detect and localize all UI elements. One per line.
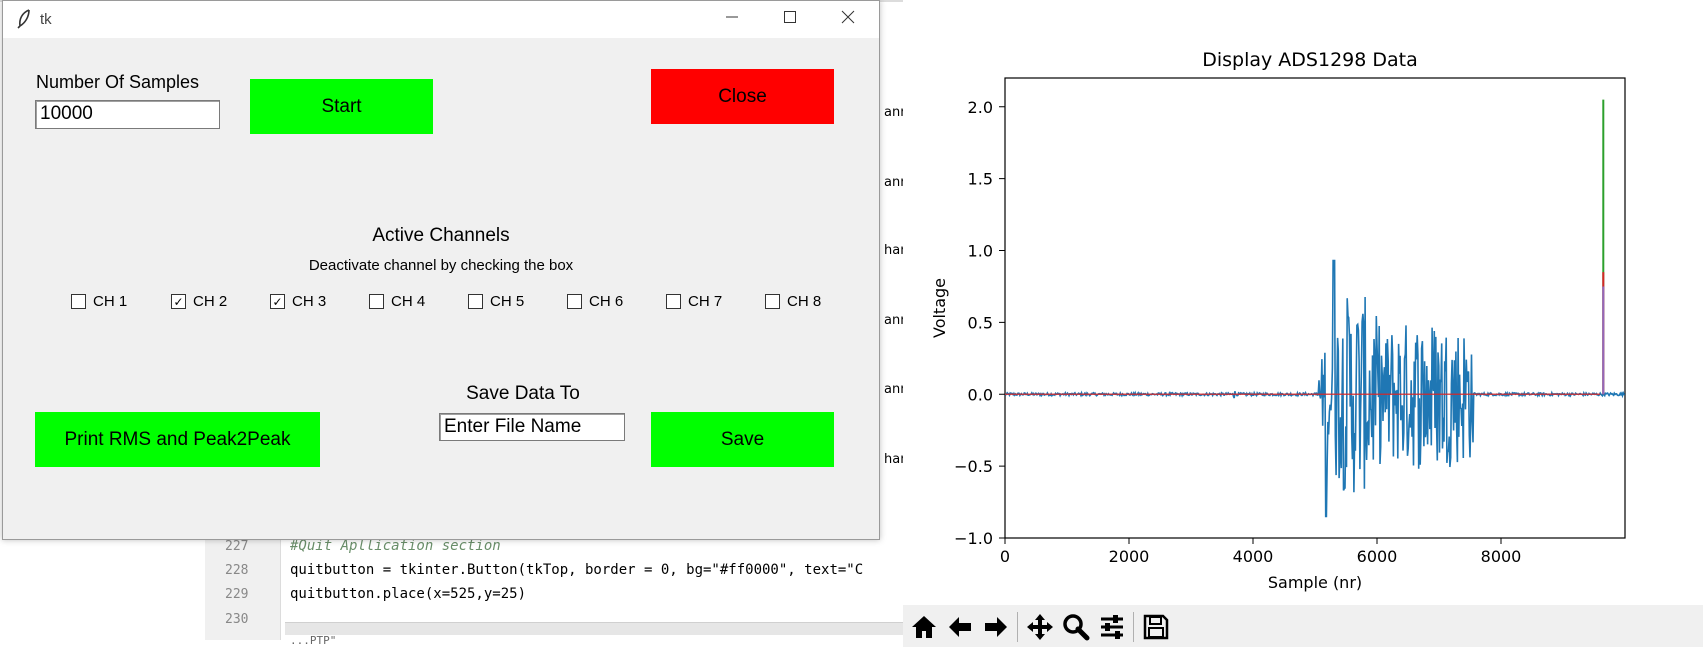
channel-label: CH 4 bbox=[391, 293, 426, 310]
checkbox-box[interactable] bbox=[369, 294, 384, 309]
code-line[interactable]: quitbutton.place(x=525,y=25) bbox=[290, 586, 527, 602]
y-axis-ticks: −1.0 −0.5 0.0 0.5 1.0 1.5 2.0 bbox=[954, 98, 1005, 548]
figure-toolbar bbox=[903, 605, 1703, 647]
channel-checkbox-ch7[interactable]: CH 7 bbox=[666, 293, 722, 310]
y-tick-label: 0.0 bbox=[968, 385, 993, 404]
chart-svg: Display ADS1298 Data 0 2000 4000 6000 8000 −… bbox=[930, 49, 1626, 592]
checkbox-box[interactable]: ✓ bbox=[270, 294, 285, 309]
chart-title: Display ADS1298 Data bbox=[1202, 49, 1418, 71]
editor-footer-fragment: ...PTP" bbox=[290, 634, 337, 647]
checkbox-box[interactable] bbox=[666, 294, 681, 309]
window-titlebar[interactable]: tk bbox=[3, 1, 879, 38]
checkbox-box[interactable] bbox=[71, 294, 86, 309]
back-arrow-icon[interactable] bbox=[943, 611, 977, 643]
channel-checkbox-ch8[interactable]: CH 8 bbox=[765, 293, 821, 310]
channel-checkbox-ch6[interactable]: CH 6 bbox=[567, 293, 623, 310]
pan-icon[interactable] bbox=[1023, 611, 1057, 643]
save-icon[interactable] bbox=[1139, 611, 1173, 643]
line-number: 228 bbox=[225, 563, 249, 578]
checkbox-box[interactable]: ✓ bbox=[171, 294, 186, 309]
x-tick-label: 0 bbox=[1000, 547, 1010, 566]
checkbox-box[interactable] bbox=[765, 294, 780, 309]
line-number: 227 bbox=[225, 539, 249, 554]
x-axis-ticks: 0 2000 4000 6000 8000 bbox=[1000, 538, 1521, 566]
home-icon[interactable] bbox=[907, 611, 941, 643]
channel-label: CH 1 bbox=[93, 293, 128, 310]
x-axis-label: Sample (nr) bbox=[1268, 573, 1362, 592]
active-channels-title: Active Channels bbox=[372, 225, 510, 246]
close-icon bbox=[841, 10, 855, 29]
line-number: 230 bbox=[225, 612, 249, 627]
channel-label: CH 2 bbox=[193, 293, 228, 310]
editor-horizontal-scrollbar[interactable] bbox=[285, 622, 905, 635]
x-tick-label: 8000 bbox=[1481, 547, 1522, 566]
toolbar-separator bbox=[1133, 612, 1134, 642]
toolbar-separator bbox=[1017, 612, 1018, 642]
samples-label: Number Of Samples bbox=[36, 72, 200, 92]
channel-label: CH 5 bbox=[490, 293, 525, 310]
save-button[interactable]: Save bbox=[651, 412, 834, 467]
plot-figure: Display ADS1298 Data 0 2000 4000 6000 8000 −… bbox=[903, 0, 1703, 605]
code-line[interactable]: quitbutton = tkinter.Button(tkTop, borde… bbox=[290, 562, 864, 578]
line-number: 229 bbox=[225, 587, 249, 602]
line-number-gutter bbox=[205, 530, 281, 640]
zoom-icon[interactable] bbox=[1059, 611, 1093, 643]
samples-input[interactable]: 10000 bbox=[35, 100, 220, 129]
y-tick-label: 1.5 bbox=[968, 170, 993, 189]
x-tick-label: 6000 bbox=[1357, 547, 1398, 566]
configure-icon[interactable] bbox=[1095, 611, 1129, 643]
channel-label: CH 6 bbox=[589, 293, 624, 310]
maximize-icon bbox=[783, 10, 797, 29]
filename-input[interactable]: Enter File Name bbox=[439, 413, 625, 441]
y-tick-label: −1.0 bbox=[954, 529, 993, 548]
channel-checkbox-ch2[interactable]: ✓ CH 2 bbox=[171, 293, 227, 310]
code-line[interactable]: #Quit Apllication section bbox=[290, 538, 501, 554]
channel-label: CH 8 bbox=[787, 293, 822, 310]
minimize-icon bbox=[725, 10, 739, 29]
minimize-button[interactable] bbox=[703, 1, 761, 38]
print-rms-button[interactable]: Print RMS and Peak2Peak bbox=[35, 412, 320, 467]
checkbox-box[interactable] bbox=[567, 294, 582, 309]
plot-area-frame bbox=[1004, 77, 1626, 539]
window-title: tk bbox=[40, 11, 52, 28]
channel-checkbox-ch3[interactable]: ✓ CH 3 bbox=[270, 293, 326, 310]
channel-checkbox-ch4[interactable]: CH 4 bbox=[369, 293, 425, 310]
close-button[interactable]: Close bbox=[651, 69, 834, 124]
channel-checkbox-ch1[interactable]: CH 1 bbox=[71, 293, 127, 310]
x-tick-label: 4000 bbox=[1233, 547, 1274, 566]
checkbox-box[interactable] bbox=[468, 294, 483, 309]
y-tick-label: 1.0 bbox=[968, 242, 993, 261]
y-tick-label: −0.5 bbox=[954, 457, 993, 476]
active-channels-hint: Deactivate channel by checking the box bbox=[308, 257, 574, 274]
y-tick-label: 2.0 bbox=[968, 98, 993, 117]
plot-lines bbox=[1004, 99, 1625, 518]
maximize-button[interactable] bbox=[761, 1, 819, 38]
channel-checkbox-ch5[interactable]: CH 5 bbox=[468, 293, 524, 310]
channel-label: CH 7 bbox=[688, 293, 723, 310]
y-tick-label: 0.5 bbox=[968, 313, 993, 332]
tk-window: tk Number Of Samples 10000 Start Close A… bbox=[2, 0, 880, 540]
y-axis-label: Voltage bbox=[930, 278, 949, 338]
save-to-label: Save Data To bbox=[466, 383, 580, 404]
series-line-blue bbox=[1004, 259, 1625, 518]
channel-label: CH 3 bbox=[292, 293, 327, 310]
window-close-button[interactable] bbox=[819, 1, 877, 38]
feather-icon bbox=[17, 9, 31, 34]
forward-arrow-icon[interactable] bbox=[979, 611, 1013, 643]
x-tick-label: 2000 bbox=[1109, 547, 1150, 566]
start-button[interactable]: Start bbox=[250, 79, 433, 134]
